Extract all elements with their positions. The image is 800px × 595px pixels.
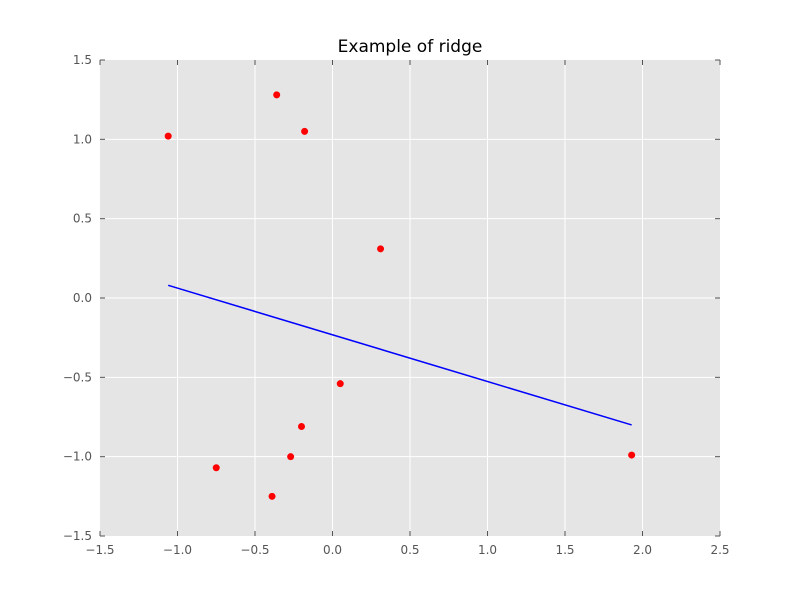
ridge-fit-line	[167, 284, 632, 426]
y-tick-label: 0.5	[73, 212, 92, 226]
data-point	[212, 464, 220, 472]
x-tick-label: 1.0	[478, 543, 497, 557]
x-tick-label: 0.0	[323, 543, 342, 557]
grid-lines	[100, 60, 720, 536]
data-point	[301, 127, 309, 135]
y-tick-label: −1.5	[63, 529, 92, 543]
data-point	[298, 423, 305, 431]
data-point	[273, 91, 281, 99]
x-tick-label: −1.0	[163, 543, 192, 557]
y-tick-label: 1.0	[73, 132, 92, 146]
data-point	[164, 132, 172, 140]
x-tick-label: −1.5	[85, 543, 114, 557]
x-axis-tick-labels: −1.5 −1.0 −0.5 0.0 0.5 1.0 1.5 2.0 2.5	[85, 543, 729, 557]
data-point	[628, 451, 636, 459]
y-tick-label: 1.5	[73, 53, 92, 67]
chart-title: Example of ridge	[338, 37, 483, 57]
data-point	[268, 492, 276, 500]
data-point	[287, 453, 295, 461]
data-series	[164, 91, 636, 500]
y-axis-tick-labels: −1.5 −1.0 −0.5 0.0 0.5 1.0 1.5	[63, 53, 92, 543]
axis-ticks	[99, 59, 721, 537]
x-tick-label: 2.5	[710, 543, 729, 557]
data-point	[377, 245, 385, 253]
y-tick-label: −0.5	[63, 370, 92, 384]
x-tick-label: 2.0	[633, 543, 652, 557]
x-tick-label: −0.5	[240, 543, 269, 557]
x-tick-label: 0.5	[400, 543, 419, 557]
x-tick-label: 1.5	[555, 543, 574, 557]
y-tick-label: 0.0	[73, 291, 92, 305]
y-tick-label: −1.0	[63, 450, 92, 464]
data-point	[336, 380, 344, 388]
